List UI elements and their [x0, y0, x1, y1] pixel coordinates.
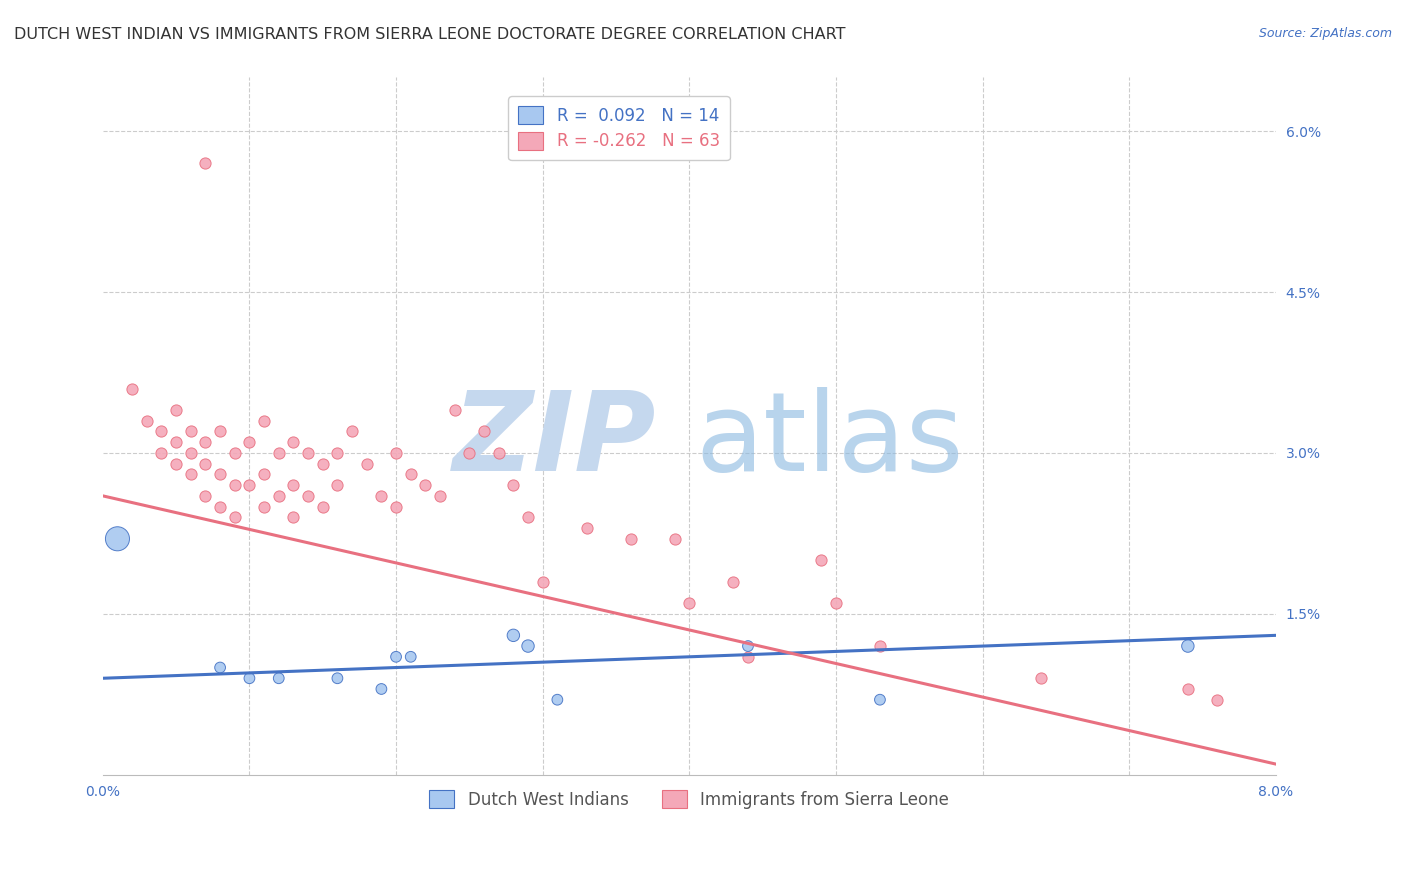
- Point: [502, 478, 524, 492]
- Point: [180, 425, 202, 439]
- Text: ZIP: ZIP: [453, 386, 657, 493]
- Point: [399, 467, 422, 482]
- Point: [370, 489, 392, 503]
- Point: [297, 489, 319, 503]
- Point: [1031, 671, 1053, 685]
- Point: [737, 649, 759, 664]
- Point: [267, 489, 290, 503]
- Point: [326, 478, 349, 492]
- Point: [121, 382, 143, 396]
- Point: [283, 510, 305, 524]
- Point: [664, 532, 686, 546]
- Point: [224, 446, 246, 460]
- Point: [1177, 639, 1199, 653]
- Point: [326, 671, 349, 685]
- Point: [253, 500, 276, 514]
- Point: [1206, 692, 1229, 706]
- Point: [825, 596, 848, 610]
- Point: [502, 628, 524, 642]
- Point: [723, 574, 745, 589]
- Point: [194, 489, 217, 503]
- Point: [415, 478, 437, 492]
- Point: [429, 489, 451, 503]
- Point: [107, 532, 129, 546]
- Point: [238, 478, 260, 492]
- Point: [165, 435, 187, 450]
- Text: Source: ZipAtlas.com: Source: ZipAtlas.com: [1258, 27, 1392, 40]
- Point: [135, 414, 157, 428]
- Text: atlas: atlas: [696, 386, 965, 493]
- Point: [224, 478, 246, 492]
- Point: [283, 478, 305, 492]
- Point: [869, 692, 891, 706]
- Point: [472, 425, 495, 439]
- Point: [517, 510, 540, 524]
- Point: [238, 671, 260, 685]
- Point: [810, 553, 832, 567]
- Point: [385, 500, 408, 514]
- Text: DUTCH WEST INDIAN VS IMMIGRANTS FROM SIERRA LEONE DOCTORATE DEGREE CORRELATION C: DUTCH WEST INDIAN VS IMMIGRANTS FROM SIE…: [14, 27, 845, 42]
- Point: [340, 425, 363, 439]
- Point: [678, 596, 700, 610]
- Point: [253, 414, 276, 428]
- Point: [267, 671, 290, 685]
- Point: [165, 457, 187, 471]
- Point: [209, 660, 232, 674]
- Point: [531, 574, 554, 589]
- Point: [180, 467, 202, 482]
- Point: [312, 500, 335, 514]
- Point: [370, 681, 392, 696]
- Point: [238, 435, 260, 450]
- Point: [283, 435, 305, 450]
- Point: [180, 446, 202, 460]
- Point: [253, 467, 276, 482]
- Point: [297, 446, 319, 460]
- Point: [385, 649, 408, 664]
- Point: [488, 446, 510, 460]
- Point: [194, 435, 217, 450]
- Point: [443, 403, 465, 417]
- Point: [224, 510, 246, 524]
- Point: [620, 532, 643, 546]
- Point: [312, 457, 335, 471]
- Point: [869, 639, 891, 653]
- Point: [150, 446, 173, 460]
- Point: [165, 403, 187, 417]
- Point: [517, 639, 540, 653]
- Point: [209, 425, 232, 439]
- Point: [546, 692, 568, 706]
- Point: [326, 446, 349, 460]
- Point: [385, 446, 408, 460]
- Point: [575, 521, 598, 535]
- Point: [1177, 681, 1199, 696]
- Point: [267, 446, 290, 460]
- Point: [209, 500, 232, 514]
- Point: [194, 457, 217, 471]
- Point: [209, 467, 232, 482]
- Point: [737, 639, 759, 653]
- Point: [399, 649, 422, 664]
- Point: [150, 425, 173, 439]
- Point: [194, 156, 217, 170]
- Point: [458, 446, 481, 460]
- Legend: Dutch West Indians, Immigrants from Sierra Leone: Dutch West Indians, Immigrants from Sier…: [423, 783, 956, 815]
- Point: [356, 457, 378, 471]
